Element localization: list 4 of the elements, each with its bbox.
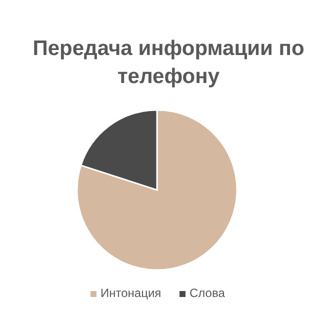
legend-label: Слова [190,286,226,300]
pie-slice [76,109,238,271]
legend-label: Интонация [100,286,162,300]
chart-title: Передача информации по телефону [32,37,304,88]
